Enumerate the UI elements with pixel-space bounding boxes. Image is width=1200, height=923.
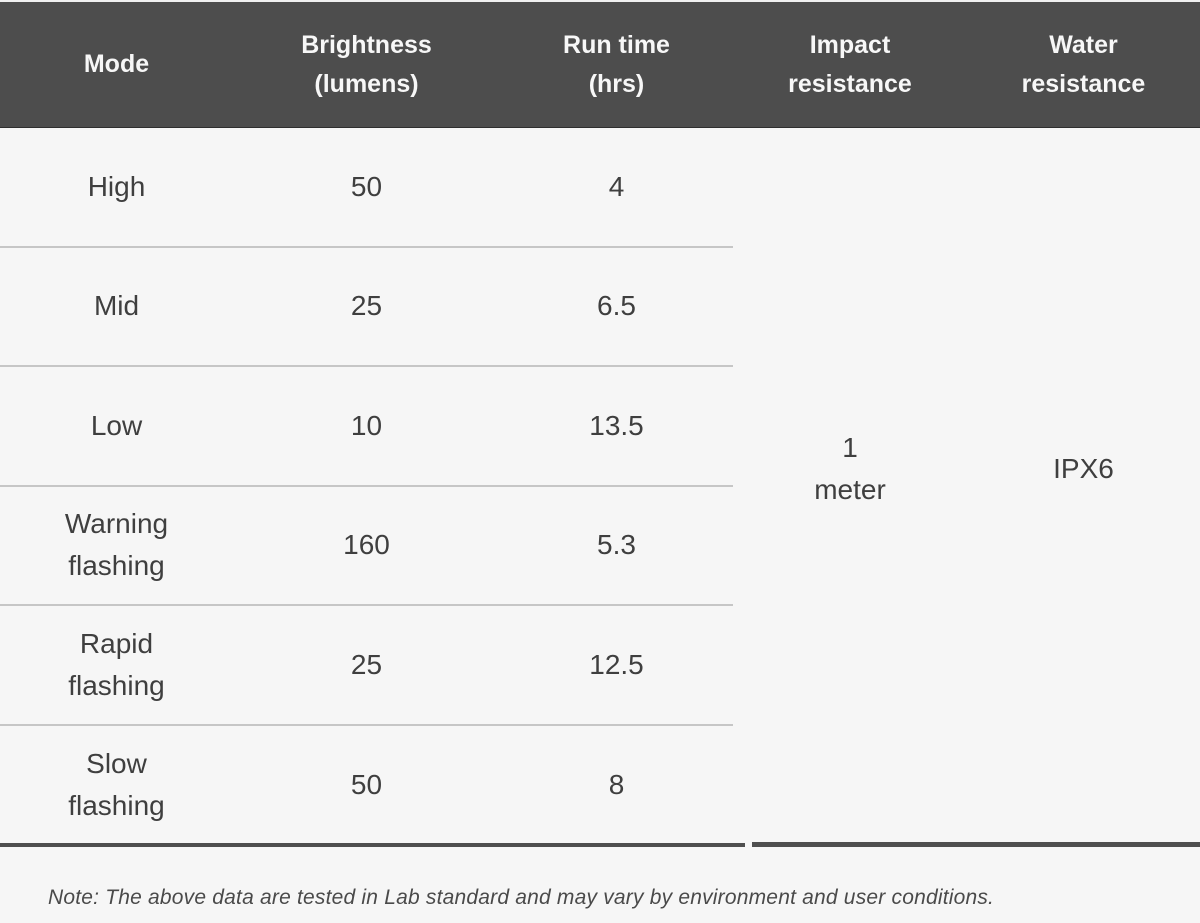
bottom-rule-left [0,843,745,847]
header-cell-mode: Mode [83,50,150,78]
brightness-cell: 50 [350,170,383,202]
header-cell-water-resistance: Water resistance [1021,30,1146,98]
table-row: Slow flashing 50 8 [0,726,733,846]
table-row: High 50 4 [0,128,733,248]
run-time-cell: 8 [608,769,625,801]
run-time-cell: 13.5 [589,409,644,441]
header-cell-run-time: Run time (hrs) [563,30,670,98]
brightness-cell: 25 [350,290,383,322]
table-row: Rapid flashing 25 12.5 [0,606,733,726]
mode-rows-section: High 50 4 Mid 25 6.5 Low 10 13.5 Warning… [0,128,733,845]
brightness-cell: 160 [343,529,390,561]
top-edge-strip [0,0,1200,2]
table-row: Warning flashing 160 5.3 [0,487,733,606]
table-header: Mode Brightness (lumens) Run time (hrs) … [0,2,1200,128]
mode-cell: High [87,170,146,202]
brightness-cell: 25 [350,648,383,680]
run-time-cell: 12.5 [589,648,644,680]
run-time-cell: 5.3 [597,529,636,561]
impact-resistance-cell: 1 meter [814,431,886,505]
table-row: Low 10 13.5 [0,367,733,487]
run-time-cell: 4 [608,170,625,202]
header-cell-brightness: Brightness (lumens) [301,30,432,98]
resistance-section: 1 meter IPX6 [733,128,1200,845]
bottom-rule-right [752,842,1200,847]
table-row: Mid 25 6.5 [0,248,733,367]
footnote: Note: The above data are tested in Lab s… [48,886,995,909]
brightness-cell: 10 [350,409,383,441]
mode-cell: Warning flashing [64,508,169,582]
mode-cell: Slow flashing [68,748,165,822]
brightness-cell: 50 [350,769,383,801]
header-cell-impact-resistance: Impact resistance [788,30,912,98]
run-time-cell: 6.5 [597,290,636,322]
table-body: High 50 4 Mid 25 6.5 Low 10 13.5 Warning… [0,128,1200,845]
water-resistance-cell: IPX6 [1053,452,1114,484]
mode-cell: Mid [93,290,140,322]
mode-cell: Rapid flashing [68,627,165,701]
mode-cell: Low [90,409,143,441]
